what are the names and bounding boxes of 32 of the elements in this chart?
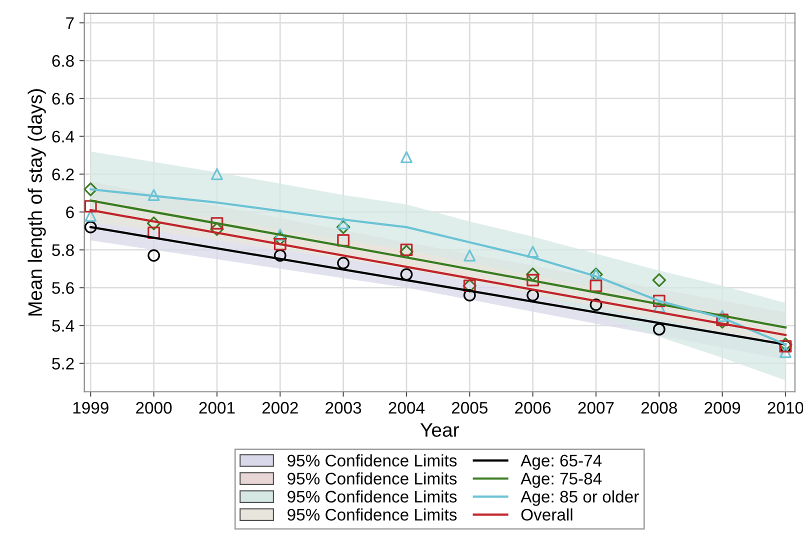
x-tick-label: 2005	[452, 402, 488, 414]
x-tick-label: 2001	[199, 402, 235, 414]
y-tick-label: 6.2	[52, 168, 74, 180]
legend-label: 95% Confidence Limits	[288, 472, 457, 485]
x-tick-label: 2002	[262, 402, 298, 414]
x-tick-label: 2006	[515, 402, 551, 414]
y-tick-label: 5.6	[52, 282, 74, 294]
x-tick-label: 2000	[136, 402, 172, 414]
y-tick-label: 6.4	[52, 130, 74, 143]
x-tick-label: 2009	[704, 402, 740, 414]
legend-label: Age: 75-84	[520, 472, 602, 488]
x-tick-label: 2004	[388, 402, 425, 414]
y-tick-label: 6.6	[52, 92, 74, 105]
legend-label: 95% Confidence Limits	[288, 454, 457, 467]
y-tick-label: 5.2	[52, 358, 74, 370]
y-tick-label: 7	[66, 17, 74, 29]
legend-label: 95% Confidence Limits	[288, 490, 457, 503]
legend-label: Age: 85 or older	[520, 490, 639, 506]
x-tick-label: 2008	[641, 402, 677, 414]
y-tick-label: 5.8	[52, 244, 74, 256]
x-axis-title: Year	[420, 423, 459, 437]
x-tick-label: 2003	[326, 402, 362, 414]
x-tick-label: 1999	[73, 402, 108, 414]
legend-label: Overall	[521, 508, 572, 521]
x-tick-label: 2010	[768, 402, 803, 414]
y-axis-title: Mean length of stay (days)	[28, 89, 46, 316]
y-tick-label: 5.4	[52, 320, 74, 332]
y-tick-label: 6	[66, 206, 74, 218]
y-tick-label: 6.8	[52, 55, 74, 67]
x-tick-label: 2007	[578, 402, 614, 414]
legend-label: 95% Confidence Limits	[288, 508, 457, 521]
legend-label: Age: 65-74	[520, 454, 602, 470]
